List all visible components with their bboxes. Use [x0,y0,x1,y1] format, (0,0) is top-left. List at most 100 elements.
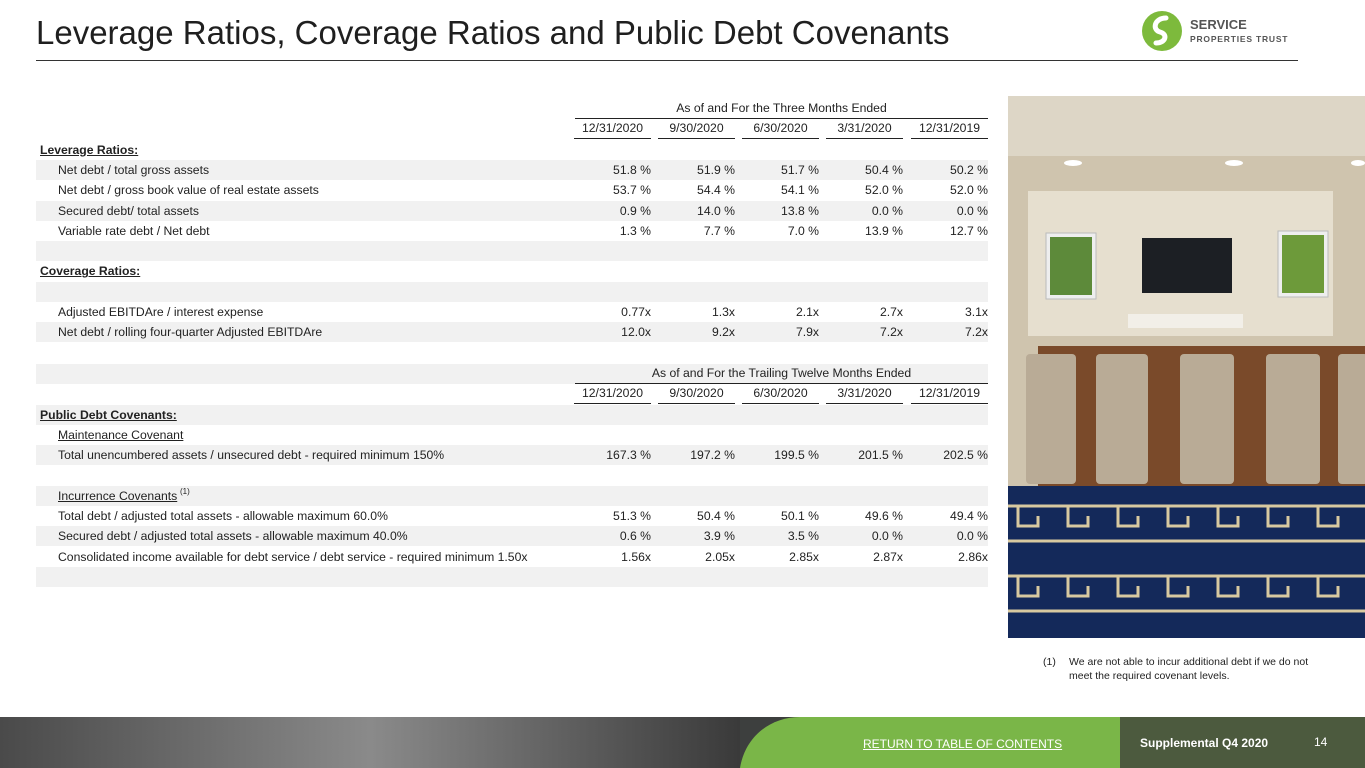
table-row: Maintenance Covenant [36,425,988,445]
table-row: Variable rate debt / Net debt 1.3 % 7.7 % 7… [36,221,988,241]
cell-value: 2.86x [958,549,988,564]
group-header: As of and For the Trailing Twelve Months… [575,364,988,384]
cell-value: 52.0 % [950,183,988,198]
cell-value: 51.3 % [613,509,651,524]
cell-value: 49.6 % [865,509,903,524]
table-row: Net debt / total gross assets 51.8 % 51.9 … [36,159,988,180]
cell-value: 7.0 % [787,223,819,238]
group-header-row: As of and For the Trailing Twelve Months… [36,364,988,384]
table-row: Net debt / gross book value of real esta… [36,180,988,200]
cell-value: 202.5 % [943,448,988,463]
cell-value: 1.3 % [619,223,651,238]
table-row: Coverage Ratios: [36,261,988,281]
row-label: Secured debt / adjusted total assets - a… [58,529,408,544]
table-row: Total debt / adjusted total assets - all… [36,506,988,526]
cell-value: 54.4 % [697,183,735,198]
cell-value: 2.1x [795,305,819,319]
cell-value: 49.4 % [950,509,988,524]
cell-value: 50.4 % [865,162,903,177]
table-row: Incurrence Covenants (1) [36,485,988,506]
column-header: 9/30/2020 [658,384,735,405]
cell-value: 50.2 % [950,162,988,177]
table-row [36,567,988,587]
footnote-text: We are not able to incur additional debt… [1069,656,1309,682]
row-label: Total unencumbered assets / unsecured de… [58,448,445,463]
column-header: 9/30/2020 [658,119,735,140]
title-rule [36,60,1298,61]
cell-value: 7.9x [795,325,819,340]
table-row [36,241,988,262]
cell-value: 2.7x [879,305,903,319]
cell-value: 51.9 % [697,162,735,177]
cell-value: 53.7 % [613,183,651,198]
cell-value: 0.77x [621,305,651,319]
column-header: 12/31/2019 [911,119,988,140]
column-header: 12/31/2020 [574,119,651,140]
cell-value: 2.85x [789,549,819,564]
cell-value: 7.7 % [703,223,735,238]
cell-value: 12.7 % [950,223,988,238]
cell-value: 1.56x [621,549,651,564]
row-label: Variable rate debt / Net debt [58,223,210,238]
table-row: Public Debt Covenants: [36,404,988,425]
cell-value: 50.4 % [697,509,735,524]
table-row: Secured debt/ total assets 0.9 % 14.0 % 13.… [36,200,988,221]
cell-value: 199.5 % [774,448,819,463]
cell-value: 167.3 % [606,448,651,463]
footnote-marker: (1) [1043,656,1056,668]
column-header-row: 12/31/2020 9/30/2020 6/30/2020 3/31/2020 12/… [36,384,988,405]
group-header: As of and For the Three Months Ended [575,99,988,119]
footnote-ref: (1) [180,486,190,496]
cell-value: 201.5 % [858,448,903,463]
footer-label: Supplemental Q4 2020 [1140,736,1269,750]
cell-value: 0.0 % [956,203,988,218]
row-label: Net debt / gross book value of real esta… [58,183,319,198]
row-label: Public Debt Covenants: [40,407,177,422]
cell-value: 3.1x [964,305,988,319]
cell-value: 9.2x [711,325,735,340]
cell-value: 0.0 % [871,203,903,218]
row-label: Leverage Ratios: [40,142,139,157]
logo: SERVICE PROPERTIES TRUST [1142,11,1287,51]
table-row [36,281,988,302]
cell-value: 13.8 % [781,203,819,218]
cell-value: 50.1 % [781,509,819,524]
cell-value: 2.05x [705,549,735,564]
page-number: 14 [1314,735,1328,749]
row-label: Adjusted EBITDAre / interest expense [58,305,264,319]
cell-value: 12.0x [621,325,651,340]
column-header: 12/31/2019 [911,384,988,405]
table-row: Total unencumbered assets / unsecured de… [36,445,988,466]
row-label: Maintenance Covenant [58,427,184,442]
cell-value: 52.0 % [865,183,903,198]
table-row: Leverage Ratios: [36,140,988,160]
photo [1008,96,1365,638]
row-label: Consolidated income available for debt s… [58,549,528,564]
toc-link[interactable]: RETURN TO TABLE OF CONTENTS [863,737,1063,751]
row-label: Secured debt/ total assets [58,203,199,218]
logo-line1: SERVICE [1190,17,1247,32]
title: Leverage Ratios, Coverage Ratios and Pub… [36,14,950,51]
cell-value: 14.0 % [697,203,735,218]
cell-value: 0.0 % [956,529,988,544]
cell-value: 7.2x [964,325,988,340]
table-row [36,466,988,486]
column-header: 12/31/2020 [574,384,651,405]
cell-value: 54.1 % [781,183,819,198]
table-row: Adjusted EBITDAre / interest expense 0.77… [36,302,988,322]
cell-value: 51.7 % [781,162,819,177]
table-row: Net debt / rolling four-quarter Adjusted… [36,322,988,343]
column-header: 6/30/2020 [742,384,819,405]
footer-band [0,717,1365,768]
row-label: Incurrence Covenants [58,488,178,503]
cell-value: 0.0 % [871,529,903,544]
cell-value: 1.3x [711,305,735,319]
row-label: Coverage Ratios: [40,264,141,279]
column-header: 3/31/2020 [826,384,903,405]
cell-value: 0.6 % [619,529,651,544]
row-label: Total debt / adjusted total assets - all… [58,509,388,524]
cell-value: 3.5 % [787,529,819,544]
column-header-row: 12/31/2020 9/30/2020 6/30/2020 3/31/2020 12/… [36,119,988,140]
cell-value: 13.9 % [865,223,903,238]
